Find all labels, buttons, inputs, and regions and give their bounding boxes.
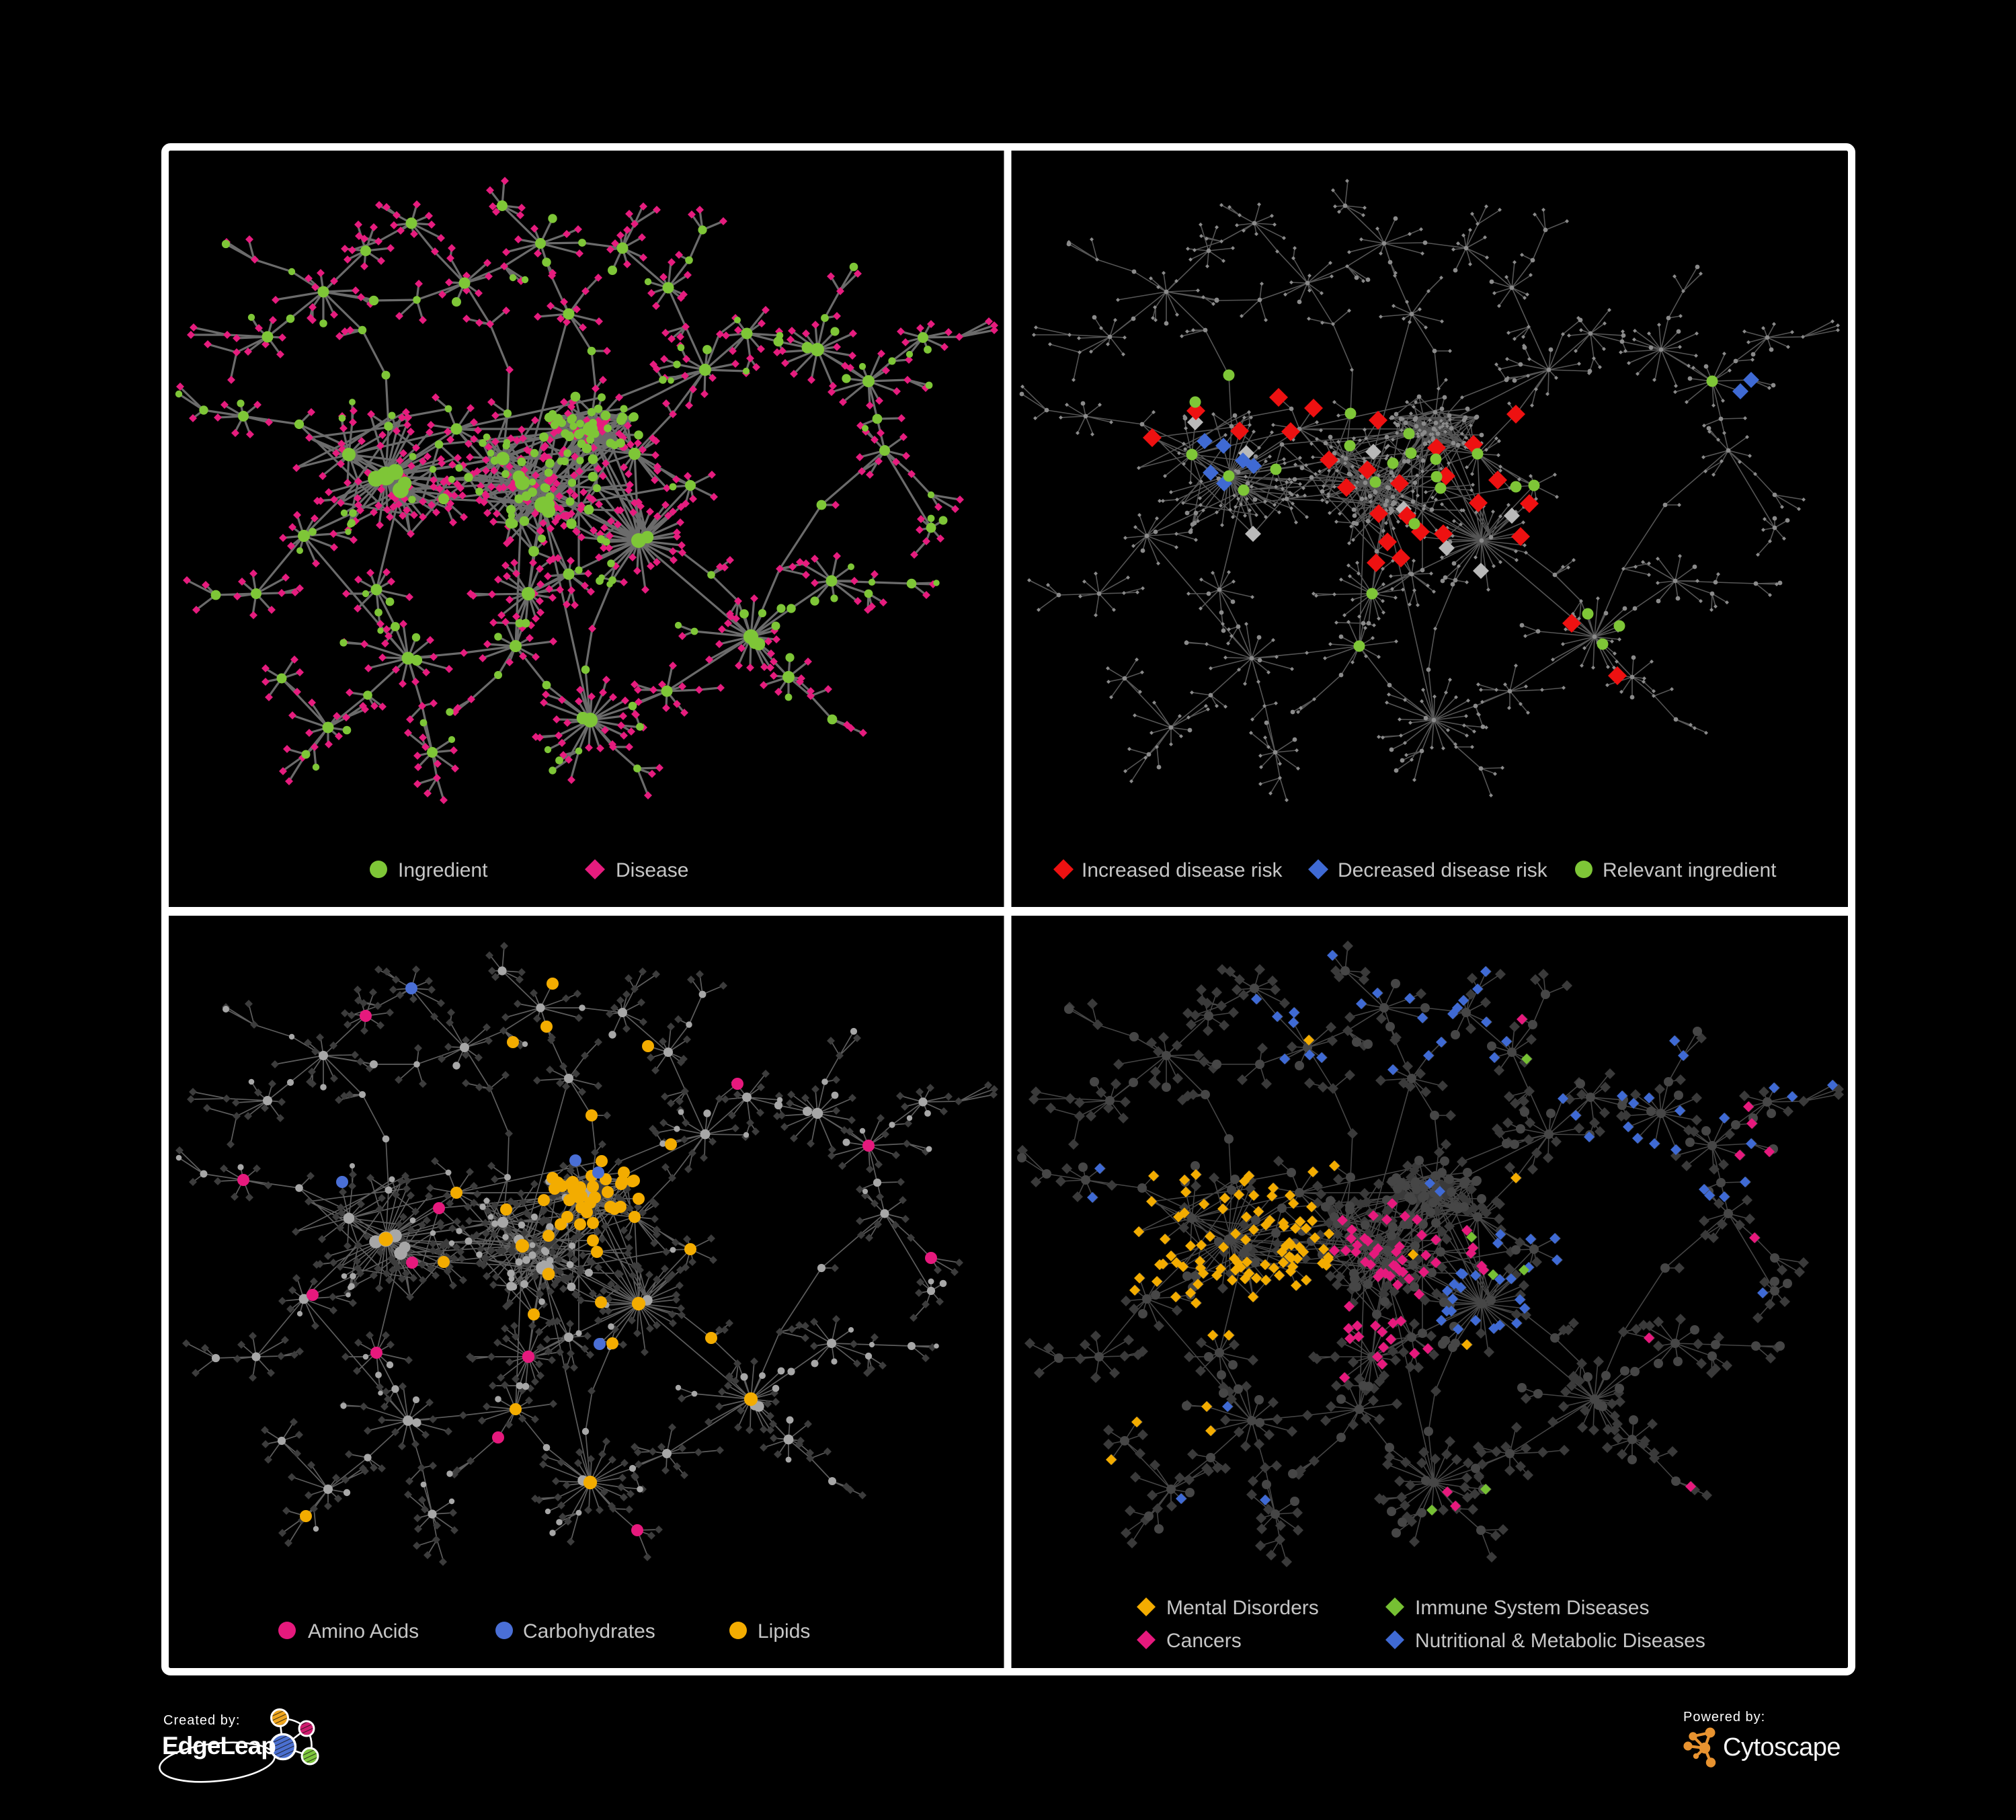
svg-text:Disease: Disease bbox=[616, 859, 688, 881]
svg-text:Cancers: Cancers bbox=[1166, 1630, 1242, 1652]
svg-text:Immune System Diseases: Immune System Diseases bbox=[1415, 1597, 1649, 1619]
svg-text:Nutritional & Metabolic Diseas: Nutritional & Metabolic Diseases bbox=[1415, 1630, 1705, 1652]
svg-text:Increased disease risk: Increased disease risk bbox=[1082, 859, 1283, 881]
svg-text:Mental Disorders: Mental Disorders bbox=[1166, 1597, 1319, 1619]
svg-text:EdgeLeap: EdgeLeap bbox=[162, 1732, 276, 1759]
svg-text:Relevant ingredient: Relevant ingredient bbox=[1603, 859, 1777, 881]
svg-text:Decreased disease risk: Decreased disease risk bbox=[1338, 859, 1548, 881]
svg-text:Carbohydrates: Carbohydrates bbox=[523, 1620, 655, 1643]
svg-text:Amino Acids: Amino Acids bbox=[308, 1620, 419, 1643]
svg-text:Lipids: Lipids bbox=[758, 1620, 810, 1643]
svg-text:Created by:: Created by: bbox=[163, 1713, 240, 1728]
svg-text:Cytoscape: Cytoscape bbox=[1723, 1733, 1841, 1762]
svg-text:Ingredient: Ingredient bbox=[398, 859, 488, 881]
svg-text:Powered by:: Powered by: bbox=[1683, 1710, 1765, 1725]
